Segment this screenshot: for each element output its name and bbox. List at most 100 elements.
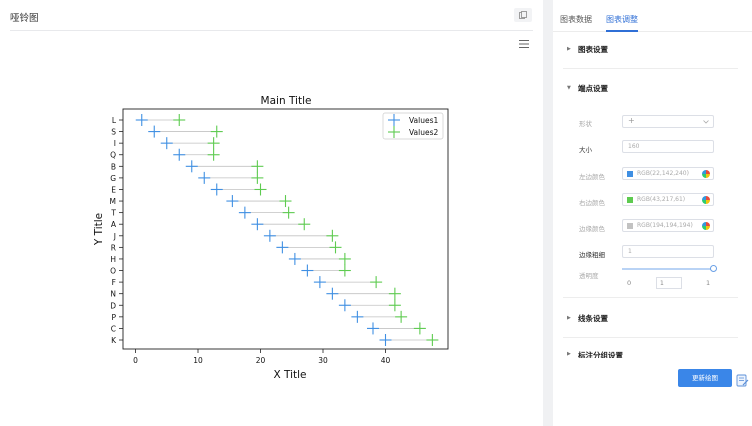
shape-select[interactable]: + <box>622 115 714 128</box>
point-values2 <box>251 160 264 173</box>
header-divider <box>10 30 533 31</box>
y-tick-label: Q <box>110 151 116 160</box>
left-color-swatch <box>627 171 633 177</box>
right-color-swatch <box>627 197 633 203</box>
opacity-slider-track[interactable] <box>622 268 714 270</box>
y-tick-label: P <box>111 313 116 322</box>
border-width-input[interactable]: 1 <box>622 245 714 258</box>
hamburger-menu-icon[interactable] <box>519 39 529 49</box>
opacity-min: 0 <box>627 279 632 287</box>
point-values2 <box>298 218 311 231</box>
size-input[interactable]: 160 <box>622 140 714 153</box>
copy-icon <box>519 11 527 19</box>
y-tick-label: T <box>110 209 116 218</box>
section-annotation-settings[interactable]: 标注分组设置 <box>578 351 623 358</box>
point-values2 <box>207 148 220 161</box>
point-values1 <box>198 171 211 184</box>
point-values2 <box>251 171 264 184</box>
point-values2 <box>413 322 426 335</box>
tab-chart-adjust[interactable]: 图表调整 <box>606 15 638 24</box>
size-label: 大小 <box>579 146 592 154</box>
caret-down-icon[interactable]: ▼ <box>567 85 571 91</box>
point-values1 <box>173 148 186 161</box>
point-values2 <box>426 334 439 346</box>
opacity-slider-handle[interactable] <box>710 265 717 272</box>
section-chart-settings[interactable]: 图表设置 <box>578 45 608 54</box>
right-color-value: RGB(43,217,61) <box>637 196 686 203</box>
y-tick-label: C <box>111 324 116 333</box>
section-line-settings[interactable]: 线条设置 <box>578 314 608 323</box>
point-values2 <box>326 229 339 242</box>
x-tick-label: 40 <box>381 356 391 365</box>
palette-icon[interactable] <box>702 222 710 230</box>
point-values2 <box>338 264 351 277</box>
legend-label: Values1 <box>409 116 439 125</box>
y-tick-label: D <box>110 301 116 310</box>
chevron-down-icon <box>703 120 709 124</box>
point-values1 <box>338 299 351 312</box>
point-values2 <box>388 299 401 312</box>
tab-divider <box>553 31 752 32</box>
point-values1 <box>326 287 339 300</box>
copy-button[interactable] <box>514 8 532 22</box>
point-values1 <box>226 195 239 208</box>
border-color-picker[interactable]: RGB(194,194,194) <box>622 219 714 232</box>
left-color-picker[interactable]: RGB(22,142,240) <box>622 167 714 180</box>
settings-panel: 图表数据 图表调整 ▶ 图表设置 ▼ 端点设置 形状 + 大小 160 左边颜色… <box>553 0 752 426</box>
section-divider <box>563 337 738 338</box>
panel-title: 哑铃图 <box>10 13 39 24</box>
legend-marker <box>388 114 400 126</box>
point-values1 <box>367 322 379 335</box>
caret-right-icon[interactable]: ▶ <box>567 315 571 321</box>
opacity-input[interactable]: 1 <box>656 277 682 289</box>
point-values2 <box>279 195 292 208</box>
left-color-value: RGB(22,142,240) <box>637 170 689 177</box>
x-tick-label: 10 <box>193 356 203 365</box>
edit-icon[interactable] <box>736 374 749 387</box>
point-values2 <box>338 252 351 265</box>
y-tick-label: J <box>113 232 116 241</box>
palette-icon[interactable] <box>702 170 710 178</box>
palette-icon[interactable] <box>702 196 710 204</box>
y-tick-label: O <box>110 267 116 276</box>
update-plot-button[interactable]: 更新绘图 <box>678 369 732 387</box>
opacity-label: 透明度 <box>579 272 599 280</box>
border-width-placeholder: 1 <box>628 248 632 255</box>
point-values1 <box>210 183 223 196</box>
point-values2 <box>254 183 267 196</box>
tab-chart-data[interactable]: 图表数据 <box>560 15 592 24</box>
point-values2 <box>207 137 220 150</box>
y-tick-label: I <box>114 139 116 148</box>
active-tab-indicator <box>606 30 638 32</box>
legend-label: Values2 <box>409 128 439 137</box>
border-color-swatch <box>627 223 633 229</box>
point-values1 <box>288 252 301 265</box>
border-color-value: RGB(194,194,194) <box>637 222 693 229</box>
point-values2 <box>370 276 383 289</box>
shape-label: 形状 <box>579 120 592 128</box>
point-values1 <box>238 206 251 219</box>
right-color-picker[interactable]: RGB(43,217,61) <box>622 193 714 206</box>
point-values2 <box>395 310 408 323</box>
shape-value: + <box>628 116 635 125</box>
y-axis-title: Y Title <box>93 213 105 246</box>
section-endpoint-settings[interactable]: 端点设置 <box>578 84 608 93</box>
size-placeholder: 160 <box>628 143 640 150</box>
legend-marker <box>388 126 400 138</box>
y-tick-label: A <box>111 220 117 229</box>
point-values1 <box>148 125 161 138</box>
y-tick-label: G <box>110 174 116 183</box>
x-tick-label: 20 <box>256 356 266 365</box>
point-values1 <box>313 276 326 289</box>
opacity-max: 1 <box>706 279 711 287</box>
section-divider <box>563 297 738 298</box>
y-tick-label: N <box>110 290 116 299</box>
left-color-label: 左边颜色 <box>579 173 605 181</box>
y-tick-label: E <box>111 185 116 194</box>
section-divider <box>563 68 738 69</box>
point-values2 <box>173 114 186 126</box>
caret-right-icon[interactable]: ▶ <box>567 46 571 52</box>
caret-right-icon[interactable]: ▶ <box>567 351 571 357</box>
